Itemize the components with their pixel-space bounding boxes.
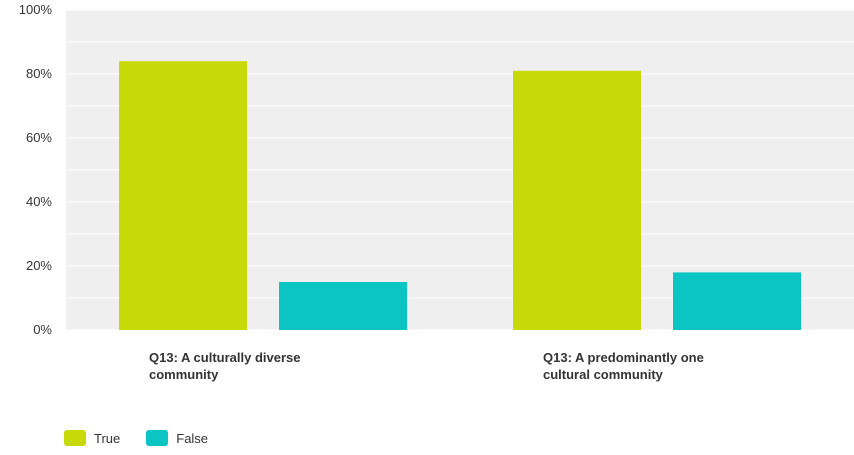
legend-swatch-false — [146, 430, 169, 446]
y-tick-label: 80% — [26, 66, 52, 81]
bar-false[interactable] — [279, 282, 407, 330]
legend-label-true: True — [94, 430, 121, 446]
bar-chart: 0% 20% 40% 60% 80% 100% Q13: A culturally div… — [19, 2, 854, 382]
legend-label-false: False — [176, 430, 209, 446]
legend-swatch-true — [64, 430, 86, 446]
bar-true[interactable] — [513, 70, 641, 331]
y-tick-label: 20% — [26, 258, 52, 273]
y-tick-label: 60% — [26, 130, 52, 145]
y-tick-label: 40% — [26, 194, 52, 209]
legend-item-true[interactable]: True — [64, 430, 120, 446]
bar-false[interactable] — [673, 272, 801, 330]
y-tick-label: 0% — [33, 322, 52, 337]
category-label: Q13: A culturally diverse community — [149, 350, 301, 382]
legend-item-false[interactable]: False — [146, 430, 208, 446]
legend: True False — [64, 430, 208, 446]
category-label: Q13: A predominantly one cultural communi… — [543, 350, 704, 382]
y-tick-label: 100% — [19, 2, 53, 17]
bar-true[interactable] — [119, 61, 247, 330]
